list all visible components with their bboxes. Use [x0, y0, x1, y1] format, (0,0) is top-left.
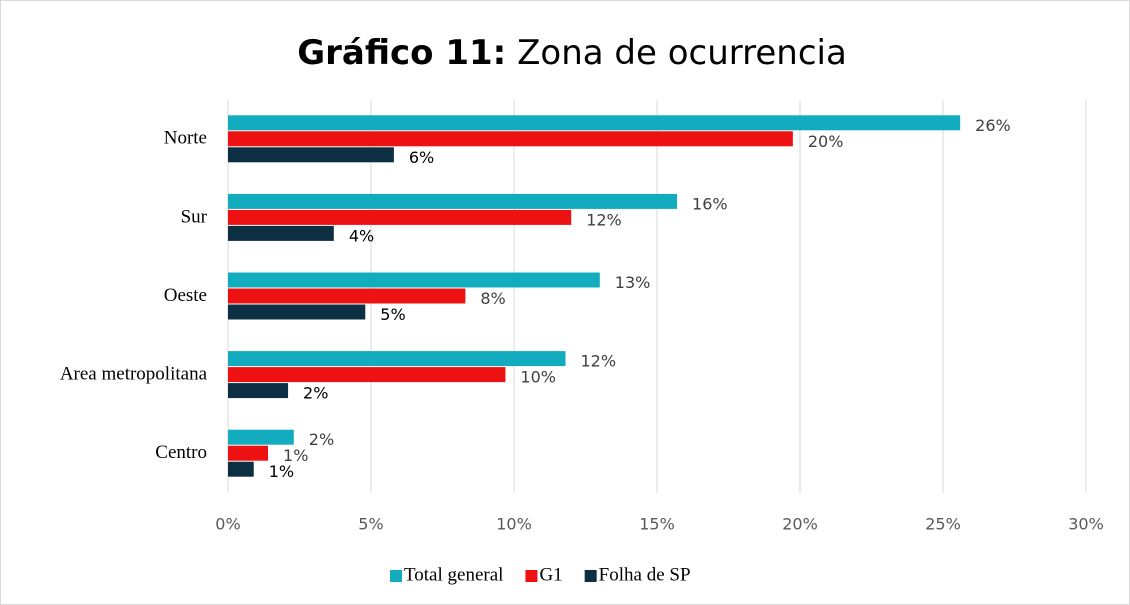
bar [228, 351, 566, 367]
bar [228, 131, 793, 147]
x-tick-label: 10% [496, 515, 532, 534]
data-label: 13% [615, 273, 651, 292]
bar [228, 193, 678, 209]
data-label: 8% [480, 289, 505, 308]
bar [228, 367, 506, 383]
data-label: 16% [692, 194, 728, 213]
legend-swatch [584, 570, 597, 582]
data-label: 26% [975, 116, 1011, 135]
bar [228, 383, 289, 399]
y-tick-label: Area metropolitana [60, 363, 208, 384]
y-tick-label: Sur [181, 206, 208, 227]
data-label: 12% [580, 352, 616, 371]
legend-swatch [525, 570, 538, 582]
x-tick-label: 25% [925, 515, 961, 534]
data-label: 2% [309, 430, 334, 449]
legend-label: G1 [539, 564, 562, 585]
data-label: 4% [349, 226, 374, 245]
bar [228, 115, 961, 131]
bar [228, 209, 572, 225]
data-label: 1% [283, 446, 308, 465]
y-tick-label: Centro [155, 442, 207, 463]
legend-swatch [390, 570, 402, 582]
legend-label: Folha de SP [599, 564, 691, 585]
x-tick-label: 5% [358, 515, 383, 534]
data-label: 1% [269, 462, 294, 481]
data-label: 10% [520, 368, 556, 387]
data-label: 12% [586, 210, 622, 229]
data-label: 20% [808, 132, 844, 151]
y-tick-label: Norte [164, 128, 207, 149]
x-tick-label: 30% [1068, 515, 1104, 534]
bar [228, 461, 254, 477]
x-tick-label: 15% [639, 515, 675, 534]
bar [228, 304, 366, 320]
bar [228, 288, 466, 304]
data-label: 6% [409, 148, 434, 167]
y-tick-label: Oeste [164, 285, 207, 306]
data-label: 5% [380, 305, 405, 324]
bar [228, 272, 600, 288]
bar [228, 147, 394, 163]
bar [228, 429, 294, 445]
data-label: 2% [303, 384, 328, 403]
legend-label: Total general [404, 564, 503, 585]
x-tick-label: 20% [782, 515, 818, 534]
bar [228, 225, 334, 241]
bar [228, 445, 269, 461]
x-tick-label: 0% [215, 515, 240, 534]
chart-title: Gráfico 11: Zona de ocurrencia [297, 33, 847, 73]
